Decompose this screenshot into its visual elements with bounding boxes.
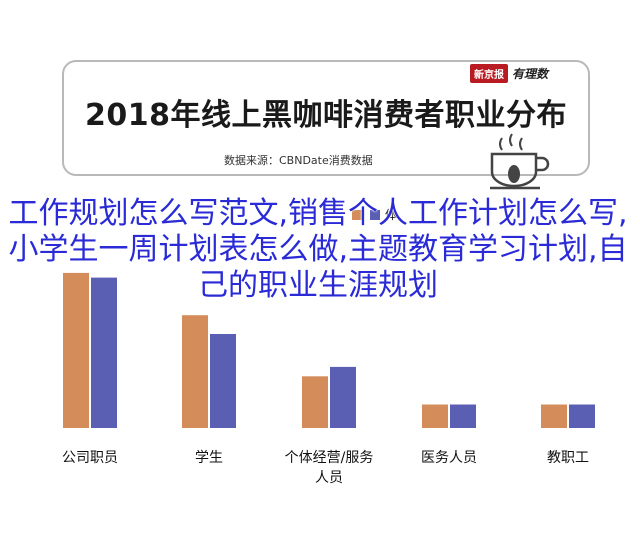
bar-orange-4 (541, 404, 567, 428)
bar-orange-0 (63, 272, 89, 428)
logo-badge: 新京报 (469, 64, 508, 83)
chart-header-card: 新京报 有理数 2018年线上黑咖啡消费者职业分布 数据来源：CBNDate消费… (62, 60, 590, 176)
x-tick-label-2-line-0: 个体经营/服务 (285, 450, 374, 466)
x-tick-label-3: 医务人员 (421, 450, 477, 466)
legend-swatch-orange (352, 210, 362, 220)
overlay-keyword-text: 工作规划怎么写范文,销售个人工作计划怎么写,小学生一周计划表怎么做,主题教育学习… (8, 196, 628, 303)
x-tick-label-2-line-1: 人员 (315, 470, 343, 486)
bar-blue-1 (210, 334, 236, 428)
legend-text-fragment: 体 (385, 208, 397, 222)
bar-orange-2 (302, 376, 328, 428)
bar-orange-3 (422, 404, 448, 428)
bar-orange-1 (182, 315, 208, 428)
legend-swatch-blue (370, 210, 380, 220)
chart-title: 2018年线上黑咖啡消费者职业分布 (85, 98, 567, 133)
bar-blue-2 (330, 366, 356, 428)
legend: 体 (352, 208, 397, 222)
coffee-cup-icon (490, 133, 550, 190)
bar-blue-4 (569, 404, 595, 428)
data-source: 数据来源：CBNDate消费数据 (224, 154, 373, 167)
publisher-logo: 新京报 有理数 (469, 64, 548, 83)
x-tick-label-1: 学生 (195, 450, 223, 466)
x-tick-label-4: 教职工 (547, 450, 589, 466)
bar-blue-3 (450, 404, 476, 428)
bar-blue-0 (91, 277, 117, 428)
logo-script: 有理数 (511, 67, 548, 81)
x-tick-label-0: 公司职员 (62, 450, 118, 466)
